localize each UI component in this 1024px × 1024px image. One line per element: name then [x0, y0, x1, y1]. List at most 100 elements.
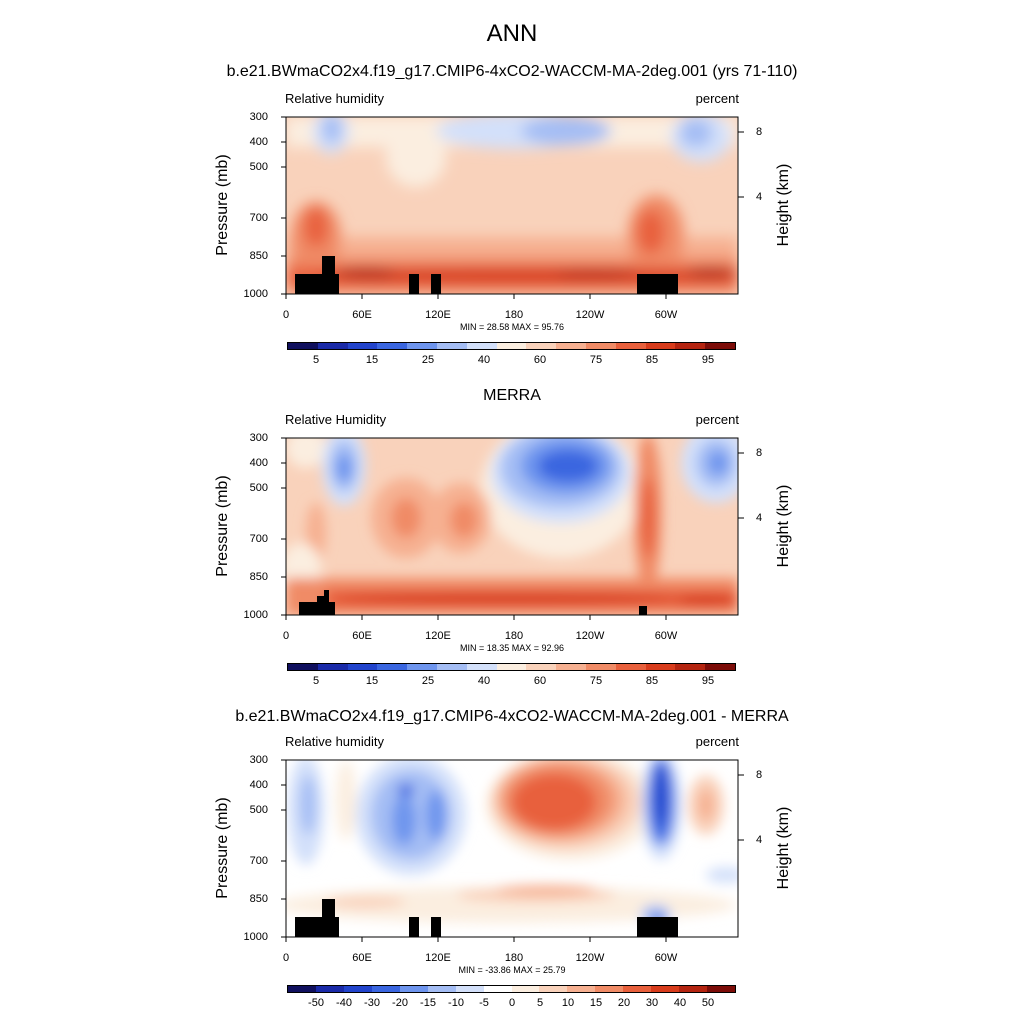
panel-3-title: b.e21.BWmaCO2x4.f19_g17.CMIP6-4xCO2-WACC…: [235, 708, 789, 725]
panel-3-topography-andes: [637, 917, 678, 937]
height-tick: 8: [756, 769, 763, 781]
colorbar-swatch: [371, 986, 400, 992]
colorbar-label: 30: [645, 997, 659, 1009]
colorbar-label: 15: [365, 354, 379, 366]
height-tick: 8: [756, 126, 763, 138]
height-tick: 4: [756, 191, 763, 203]
y-axis-label: Pressure (mb): [214, 475, 231, 577]
colorbar-swatch: [288, 664, 318, 670]
panel-1-topography-andes: [637, 274, 678, 294]
panel-1-colorbar: [287, 342, 736, 350]
colorbar-swatch: [436, 343, 467, 349]
colorbar-swatch: [455, 986, 484, 992]
y-tick: 400: [249, 457, 268, 469]
panel-3-variable: Relative humidity: [285, 734, 384, 749]
panel-1-minmax: MIN = 28.58 MAX = 95.76: [459, 322, 565, 332]
y-tick: 500: [249, 804, 268, 816]
colorbar-swatch: [705, 664, 735, 670]
figure-title: ANN: [486, 20, 538, 47]
colorbar-label: 40: [673, 997, 687, 1009]
panel-3-topography-block: [431, 917, 441, 937]
colorbar-label: 95: [701, 675, 715, 687]
colorbar-swatch: [466, 664, 497, 670]
colorbar-swatch: [343, 986, 372, 992]
y-axis-label: Pressure (mb): [214, 797, 231, 899]
y-tick: 400: [249, 136, 268, 148]
y-axis-label-right: Height (km): [775, 806, 792, 890]
y-axis-label: Pressure (mb): [214, 154, 231, 256]
panel-3-units: percent: [695, 734, 739, 749]
colorbar-swatch: [483, 986, 512, 992]
colorbar-swatch: [436, 664, 467, 670]
colorbar-swatch: [399, 986, 428, 992]
panel-2-topography-andes: [639, 606, 647, 615]
panel-1-topography-block: [431, 274, 441, 294]
colorbar-label: 25: [421, 354, 435, 366]
colorbar-label: -40: [336, 997, 352, 1009]
colorbar-label: 15: [365, 675, 379, 687]
y-tick: 850: [249, 571, 268, 583]
colorbar-swatch: [707, 986, 735, 992]
colorbar-label: 95: [701, 354, 715, 366]
panel-1-variable: Relative humidity: [285, 91, 384, 106]
panel-3-topography-block: [409, 917, 419, 937]
colorbar-label: 60: [533, 354, 547, 366]
colorbar-swatch: [511, 986, 540, 992]
colorbar-swatch: [347, 664, 378, 670]
colorbar-swatch: [347, 343, 378, 349]
panel-2-topography-africa: [299, 590, 335, 615]
colorbar-swatch: [645, 664, 676, 670]
colorbar-swatch: [427, 986, 456, 992]
x-tick: 180: [504, 309, 524, 321]
colorbar-swatch: [645, 343, 676, 349]
x-tick: 0: [282, 309, 290, 321]
colorbar-label: -50: [308, 997, 324, 1009]
colorbar-swatch: [466, 343, 497, 349]
x-tick: 120E: [425, 952, 451, 964]
panel-1-topography-block: [409, 274, 419, 294]
y-tick: 700: [249, 855, 268, 867]
y-tick: 700: [249, 212, 268, 224]
colorbar-swatch: [595, 986, 624, 992]
y-tick: 850: [249, 893, 268, 905]
colorbar-swatch: [675, 664, 706, 670]
x-tick: 0: [282, 630, 290, 642]
panel-3-topography-africa: [295, 899, 339, 937]
colorbar-swatch: [567, 986, 596, 992]
colorbar-swatch: [556, 664, 586, 670]
colorbar-swatch: [556, 343, 586, 349]
x-tick: 0: [282, 952, 290, 964]
x-tick: 120E: [425, 309, 451, 321]
colorbar-swatch: [539, 986, 568, 992]
colorbar-label: 75: [589, 354, 603, 366]
colorbar-label: 20: [617, 997, 631, 1009]
panel-3-contour-plot: [281, 759, 744, 942]
colorbar-label: -5: [479, 997, 489, 1009]
colorbar-label: 5: [312, 354, 320, 366]
colorbar-label: 0: [508, 997, 516, 1009]
x-tick: 60E: [352, 309, 372, 321]
panel-1-contour-plot: [281, 116, 744, 299]
colorbar-label: 60: [533, 675, 547, 687]
y-tick: 400: [249, 779, 268, 791]
colorbar-label: 10: [561, 997, 575, 1009]
colorbar-label: -10: [448, 997, 464, 1009]
colorbar-label: 40: [477, 354, 491, 366]
x-tick: 60E: [352, 952, 372, 964]
height-tick: 4: [756, 512, 763, 524]
x-tick: 60E: [352, 630, 372, 642]
panel-2-minmax: MIN = 18.35 MAX = 92.96: [459, 643, 565, 653]
panel-2-units: percent: [695, 412, 739, 427]
y-tick: 300: [249, 754, 268, 766]
colorbar-swatch: [679, 986, 708, 992]
colorbar-label: 85: [645, 354, 659, 366]
colorbar-label: -15: [420, 997, 436, 1009]
colorbar-label: 5: [536, 997, 544, 1009]
colorbar-label: 15: [589, 997, 603, 1009]
y-tick: 1000: [243, 931, 268, 943]
colorbar-swatch: [496, 343, 527, 349]
height-tick: 4: [756, 834, 763, 846]
colorbar-swatch: [615, 343, 646, 349]
colorbar-swatch: [496, 664, 527, 670]
colorbar-swatch: [585, 343, 616, 349]
